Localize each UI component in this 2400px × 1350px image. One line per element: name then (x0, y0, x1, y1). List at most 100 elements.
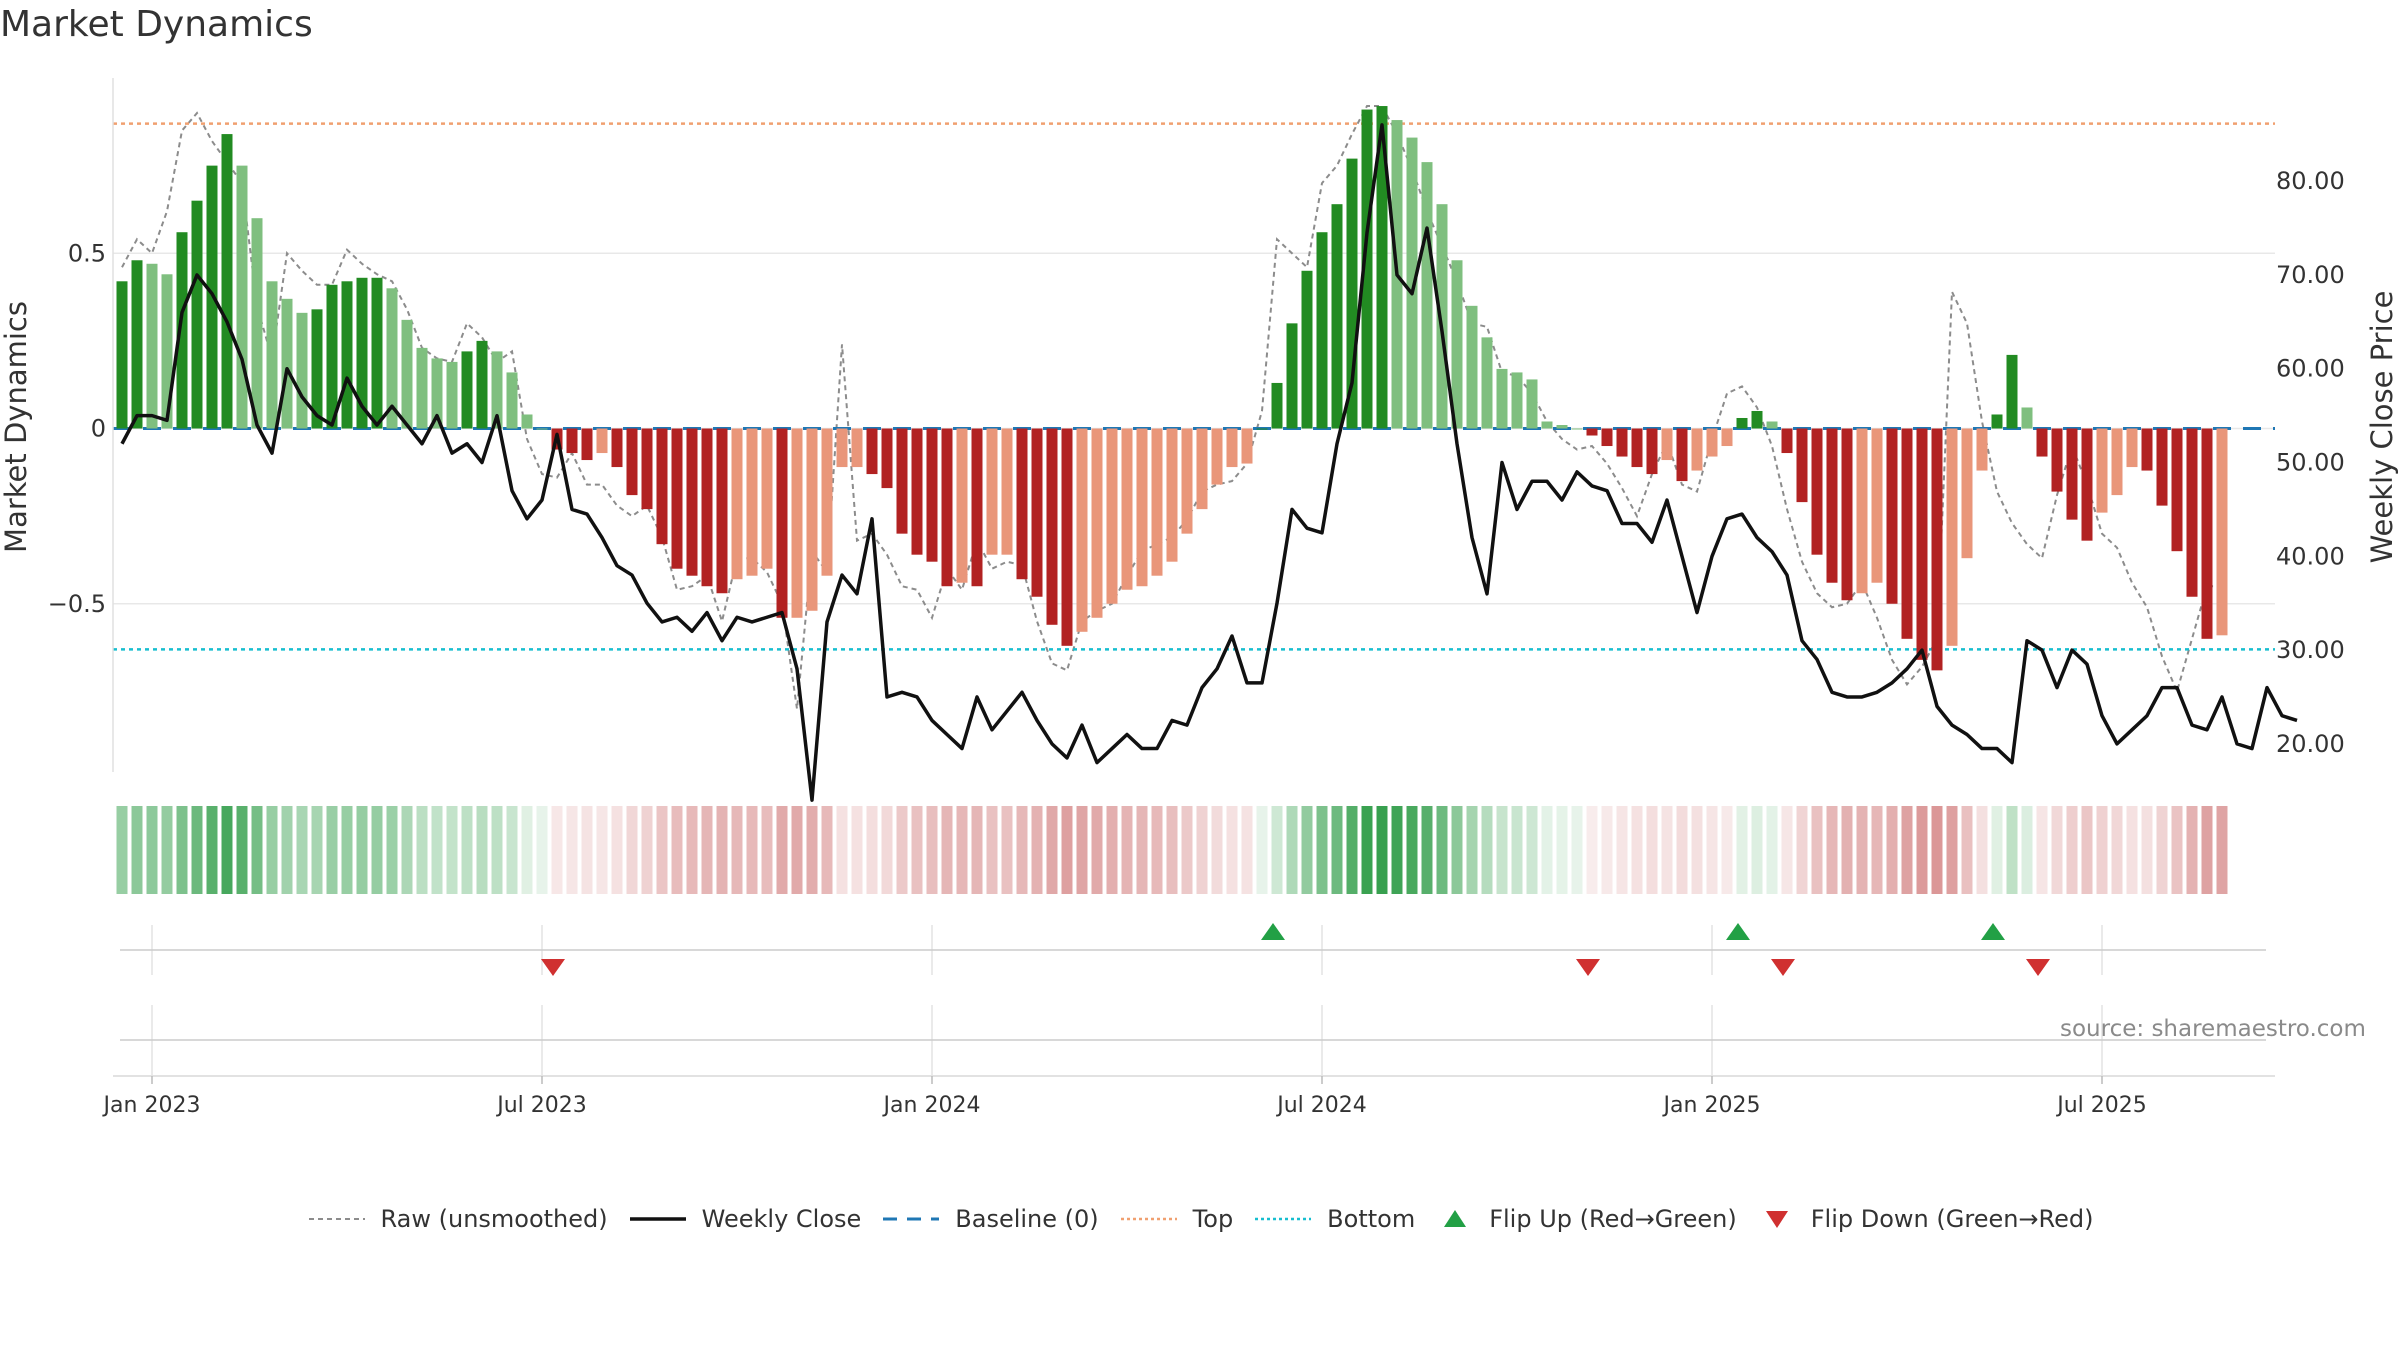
heatstrip-cell (416, 806, 428, 894)
heatstrip-cell (446, 806, 458, 894)
dynamics-bar (2066, 428, 2078, 520)
heatstrip-cell (2036, 806, 2048, 894)
heatstrip-cell (401, 806, 413, 894)
dynamics-bar (971, 428, 983, 587)
heatstrip-cell (686, 806, 698, 894)
heatstrip-cell (236, 806, 248, 894)
heatstrip-cell (1856, 806, 1868, 894)
dynamics-bar (1481, 337, 1493, 429)
heatstrip-cell (1841, 806, 1853, 894)
heatstrip-cell (1886, 806, 1898, 894)
dynamics-bar (281, 298, 293, 429)
dynamics-bar (1766, 421, 1778, 429)
x-tick-label: Jan 2023 (102, 1093, 201, 1118)
dynamics-bar (1256, 428, 1268, 430)
heatstrip-cell (1226, 806, 1238, 894)
heatstrip-cell (2051, 806, 2063, 894)
heatstrip-cell (1811, 806, 1823, 894)
heatstrip-cell (1211, 806, 1223, 894)
dynamics-bar (851, 428, 863, 468)
dynamics-bar (806, 428, 818, 611)
dynamics-bar (1106, 428, 1118, 604)
heatstrip-cell (1301, 806, 1313, 894)
x-tick-label: Jul 2025 (2055, 1093, 2147, 1118)
heatstrip-cell (311, 806, 323, 894)
heatstrip-cell (1826, 806, 1838, 894)
heatstrip-cell (191, 806, 203, 894)
axes: 0.5 0 −0.5 80.00 70.00 60.00 50.00 40.00 30.00 20… (0, 78, 2399, 772)
flip-up-marker (1981, 923, 2005, 940)
heatstrip-cell (266, 806, 278, 894)
dynamics-bar (716, 428, 728, 594)
dynamics-bar (1961, 428, 1973, 559)
dynamics-bar (1811, 428, 1823, 555)
dynamics-bar (1181, 428, 1193, 534)
heatstrip-cell (761, 806, 773, 894)
dynamics-bar (1706, 428, 1718, 457)
legend-top: Top (1119, 1205, 1234, 1233)
heatstrip-cell (506, 806, 518, 894)
dynamics-bar (1166, 428, 1178, 562)
legend-top-swatch (1120, 1217, 1177, 1221)
heatstrip-cell (581, 806, 593, 894)
dynamics-bar (2096, 428, 2108, 513)
chart-title: Market Dynamics (0, 4, 313, 45)
heatstrip-cell (986, 806, 998, 894)
dynamics-bar (1991, 414, 2003, 429)
heatstrip-cell (1451, 806, 1463, 894)
dynamics-bar (1151, 428, 1163, 576)
heatstrip-cell (956, 806, 968, 894)
dynamics-bar (221, 134, 233, 429)
dynamics-bar (1571, 428, 1583, 430)
heatstrip-cell (281, 806, 293, 894)
dynamics-bar (2006, 354, 2018, 429)
left-tick-label: −0.5 (48, 590, 106, 618)
dynamics-bar (701, 428, 713, 587)
dynamics-bar (1601, 428, 1613, 447)
heatstrip-cell (896, 806, 908, 894)
heatstrip-cell (1961, 806, 1973, 894)
right-tick-label: 80.00 (2276, 167, 2345, 195)
heatstrip-cell (2066, 806, 2078, 894)
dynamics-bar (596, 428, 608, 454)
dynamics-bar (821, 428, 833, 576)
heatstrip-cell (1421, 806, 1433, 894)
heatstrip-cell (1901, 806, 1913, 894)
right-tick-label: 30.00 (2276, 636, 2345, 664)
legend-flip-down: Flip Down (Green→Red) (1757, 1205, 2094, 1233)
right-tick-label: 70.00 (2276, 261, 2345, 289)
heatstrip-cell (1091, 806, 1103, 894)
heatstrip-cell (2081, 806, 2093, 894)
legend-top-label: Top (1192, 1205, 1234, 1233)
heatstrip-cell (2006, 806, 2018, 894)
dynamics-bar (686, 428, 698, 576)
dynamics-bar (881, 428, 893, 489)
heatstrip-cell (476, 806, 488, 894)
dynamics-bar (731, 428, 743, 580)
dynamics-bar (1376, 106, 1388, 429)
left-tick-label: 0.5 (68, 239, 106, 267)
heatstrip-cell (1376, 806, 1388, 894)
heatstrip-cell (551, 806, 563, 894)
dynamics-bar (1436, 204, 1448, 429)
heatstrip-cell (836, 806, 848, 894)
dynamics-bar (1646, 428, 1658, 475)
dynamics-bar (1556, 425, 1568, 429)
dynamics-bar (1421, 162, 1433, 429)
dynamics-bar (746, 428, 758, 576)
legend-bottom-label: Bottom (1327, 1205, 1416, 1233)
dynamics-bar (776, 428, 788, 618)
dynamics-bar (866, 428, 878, 475)
heatstrip-cell (1151, 806, 1163, 894)
dynamics-bar (266, 281, 278, 429)
heatstrip-cell (1526, 806, 1538, 894)
heatstrip-cell (1121, 806, 1133, 894)
heatstrip-cell (1646, 806, 1658, 894)
dynamics-bar (911, 428, 923, 555)
dynamics-bar (926, 428, 938, 562)
dynamics-bar (1616, 428, 1628, 457)
dynamics-bar (566, 428, 578, 454)
dynamics-bar (2051, 428, 2063, 492)
heatstrip-cell (746, 806, 758, 894)
dynamics-bar (1496, 368, 1508, 429)
